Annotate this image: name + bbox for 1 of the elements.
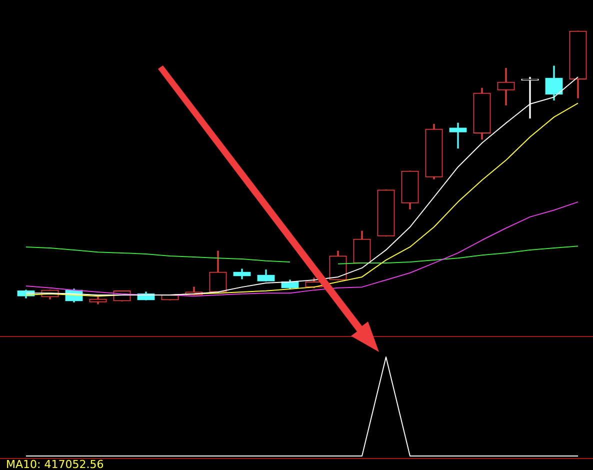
text: MA10: 417052.56 [6, 458, 104, 470]
